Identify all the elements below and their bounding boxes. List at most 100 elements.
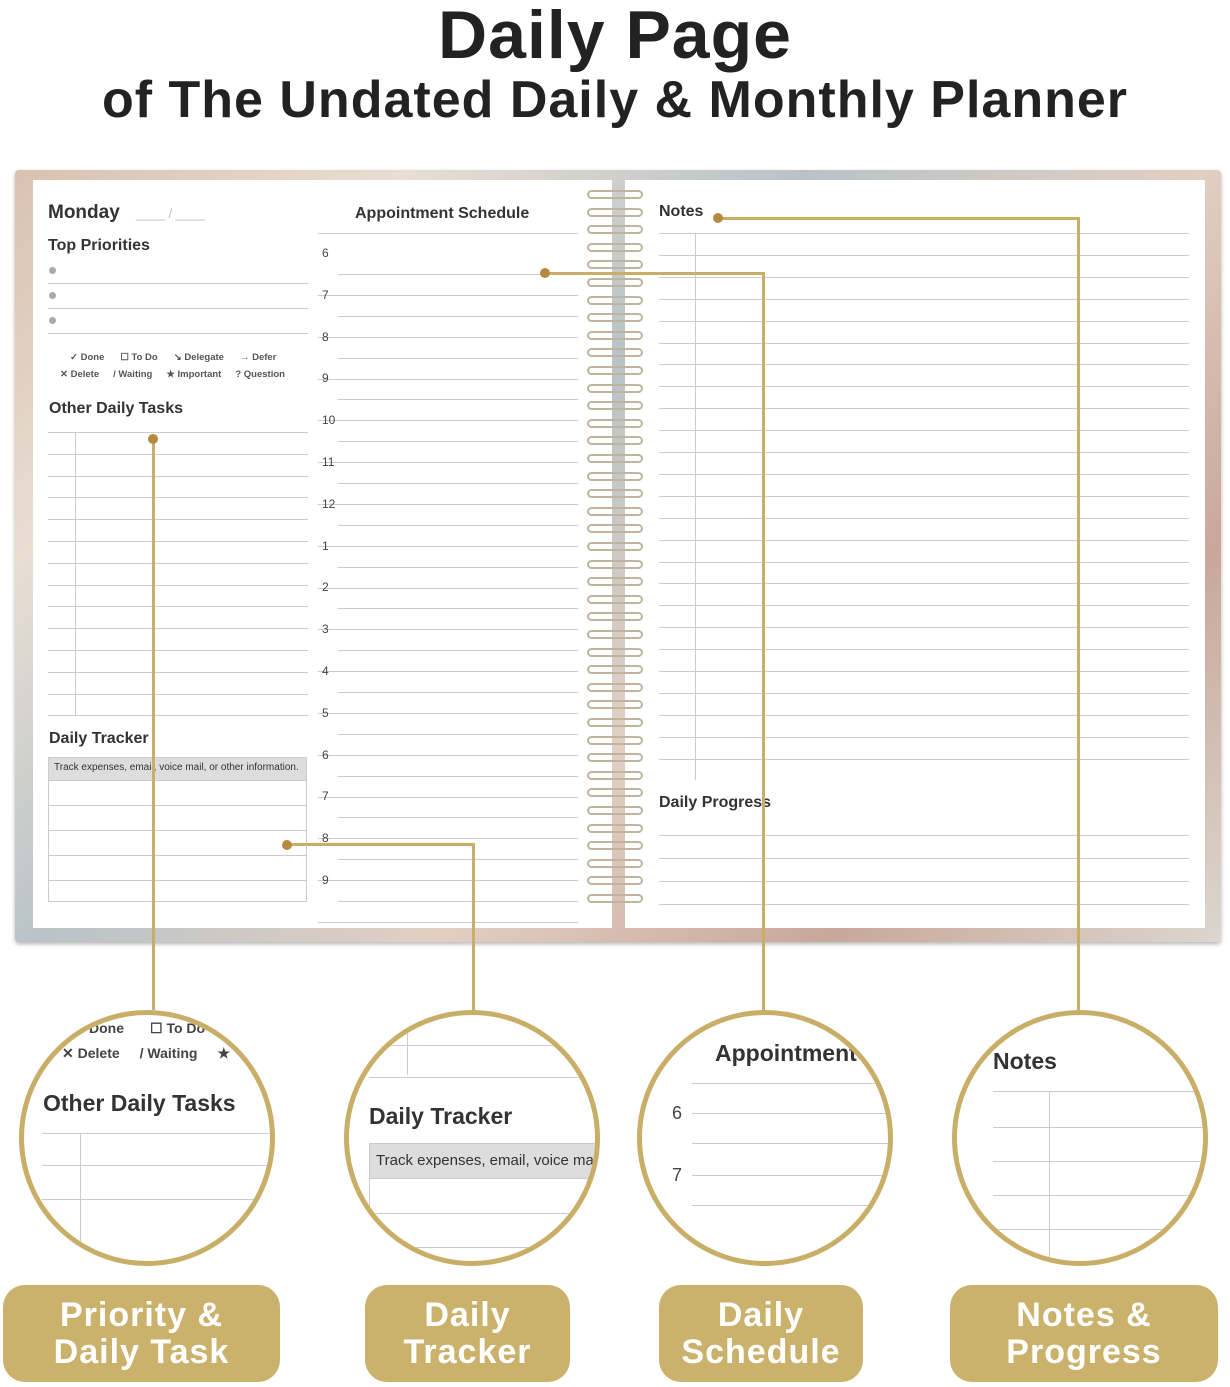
- zoom-circle-tasks: Done ☐ To Do ✕ Delete / Waiting ★ Other Dai…: [19, 1010, 275, 1266]
- spiral-binding: [583, 190, 647, 910]
- c4-line: [993, 1229, 1203, 1230]
- c1-line: [42, 1199, 270, 1200]
- spiral-ring: [587, 682, 643, 692]
- schedule-line: [318, 671, 578, 673]
- schedule-half-line: [338, 775, 578, 777]
- c2-heading: Daily Tracker: [369, 1103, 513, 1129]
- legend-delegate: ↘ Delegate: [173, 352, 224, 363]
- spiral-ring: [587, 559, 643, 569]
- c2-line: [369, 1247, 595, 1248]
- task-line: [48, 715, 308, 717]
- task-margin-line: [75, 432, 76, 716]
- hour-label: 3: [322, 622, 329, 637]
- c1-vline: [80, 1133, 81, 1261]
- spiral-ring: [587, 612, 643, 622]
- schedule-line: [318, 545, 578, 547]
- notes-line: [659, 386, 1189, 388]
- notes-line: [659, 714, 1189, 716]
- notes-line: [659, 408, 1189, 410]
- schedule-half-line: [338, 692, 578, 693]
- notes-line: [659, 561, 1189, 563]
- spiral-ring: [587, 454, 643, 463]
- task-line: [48, 562, 308, 564]
- notes-line: [659, 430, 1189, 432]
- tracker-hint-box: Track expenses, email, voice mail, or ot…: [48, 757, 307, 781]
- notes-line: [659, 758, 1189, 760]
- feature-label-text: Priority & Daily Task: [53, 1295, 230, 1371]
- spiral-ring: [587, 700, 643, 710]
- schedule-line: [318, 420, 578, 422]
- c3-line: [692, 1205, 888, 1206]
- notes-line: [659, 364, 1189, 366]
- spiral-ring: [587, 295, 643, 305]
- spiral-ring: [587, 718, 643, 727]
- hour-label: 7: [322, 287, 329, 302]
- task-line: [48, 693, 308, 695]
- legend-row-1: ✓ Done ☐ To Do ↘ Delegate → Defer: [70, 352, 276, 363]
- schedule-line: [318, 754, 578, 756]
- callout-dot-tracker: [282, 840, 292, 850]
- spiral-ring: [587, 260, 643, 270]
- c4-line: [993, 1195, 1203, 1196]
- tracker-box: [48, 780, 307, 902]
- task-line: [48, 606, 308, 608]
- callout-line-notes-h: [718, 217, 1080, 220]
- callout-line-tasks: [152, 438, 155, 1010]
- schedule-line: [318, 629, 578, 631]
- spiral-ring: [587, 542, 643, 551]
- priority-bullet: [49, 292, 56, 299]
- callout-line-notes-v: [1077, 217, 1080, 1010]
- hour-label: 10: [322, 413, 336, 428]
- hour-label: 1: [322, 538, 329, 553]
- hour-label: 6: [322, 246, 329, 260]
- tracker-line: [48, 855, 307, 856]
- c2-hint: Track expenses, email, voice mail: [369, 1143, 595, 1179]
- notes-line: [659, 649, 1189, 651]
- c1-legend-done: Done: [89, 1020, 124, 1036]
- c1-legend-waiting: / Waiting: [139, 1045, 198, 1061]
- c4-line: [993, 1127, 1203, 1128]
- spiral-ring: [587, 753, 643, 763]
- legend-done: ✓ Done: [70, 352, 105, 363]
- c3-line: [692, 1143, 888, 1144]
- task-line: [48, 584, 308, 586]
- feature-label-priority: Priority & Daily Task: [3, 1285, 280, 1382]
- c2-line: [369, 1045, 595, 1046]
- page-subtitle: of The Undated Daily & Monthly Planner: [101, 71, 1129, 129]
- hour-label: 9: [322, 371, 329, 386]
- day-label: Monday: [48, 202, 120, 223]
- schedule-line: [318, 336, 578, 338]
- schedule-half-line: [338, 608, 578, 610]
- notes-line: [659, 495, 1189, 497]
- spiral-ring: [587, 735, 643, 745]
- schedule-half-line: [338, 650, 578, 652]
- schedule-half-line: [338, 274, 578, 275]
- appointment-heading: Appointment Schedule: [355, 205, 530, 222]
- priority-bullet: [49, 317, 56, 324]
- c1-line: [42, 1165, 270, 1166]
- schedule-half-line: [338, 399, 578, 401]
- hour-label: 7: [322, 789, 329, 804]
- schedule-line: [318, 838, 578, 840]
- legend-delete: ✕ Delete: [60, 369, 100, 380]
- notes-line: [659, 342, 1189, 344]
- schedule-line: [318, 587, 578, 589]
- c1-line: [42, 1133, 270, 1134]
- notes-line: [659, 320, 1189, 322]
- callout-dot-notes: [713, 213, 723, 223]
- schedule-line: [318, 504, 578, 505]
- callout-line-tracker-h: [287, 843, 475, 846]
- notes-line: [659, 692, 1189, 694]
- task-line: [48, 519, 308, 521]
- spiral-ring: [587, 489, 643, 499]
- notes-margin-line: [695, 233, 696, 780]
- notes-line: [659, 539, 1189, 541]
- spiral-ring: [587, 401, 643, 411]
- spiral-ring: [587, 894, 643, 903]
- legend-row-2: ✕ Delete / Waiting ★ Important ? Questio…: [60, 369, 285, 380]
- other-tasks-heading: Other Daily Tasks: [49, 400, 183, 417]
- daily-progress-heading: Daily Progress: [659, 794, 772, 811]
- spiral-ring: [587, 471, 643, 481]
- feature-label-tracker: Daily Tracker: [365, 1285, 570, 1382]
- c1-heading: Other Daily Tasks: [43, 1090, 236, 1116]
